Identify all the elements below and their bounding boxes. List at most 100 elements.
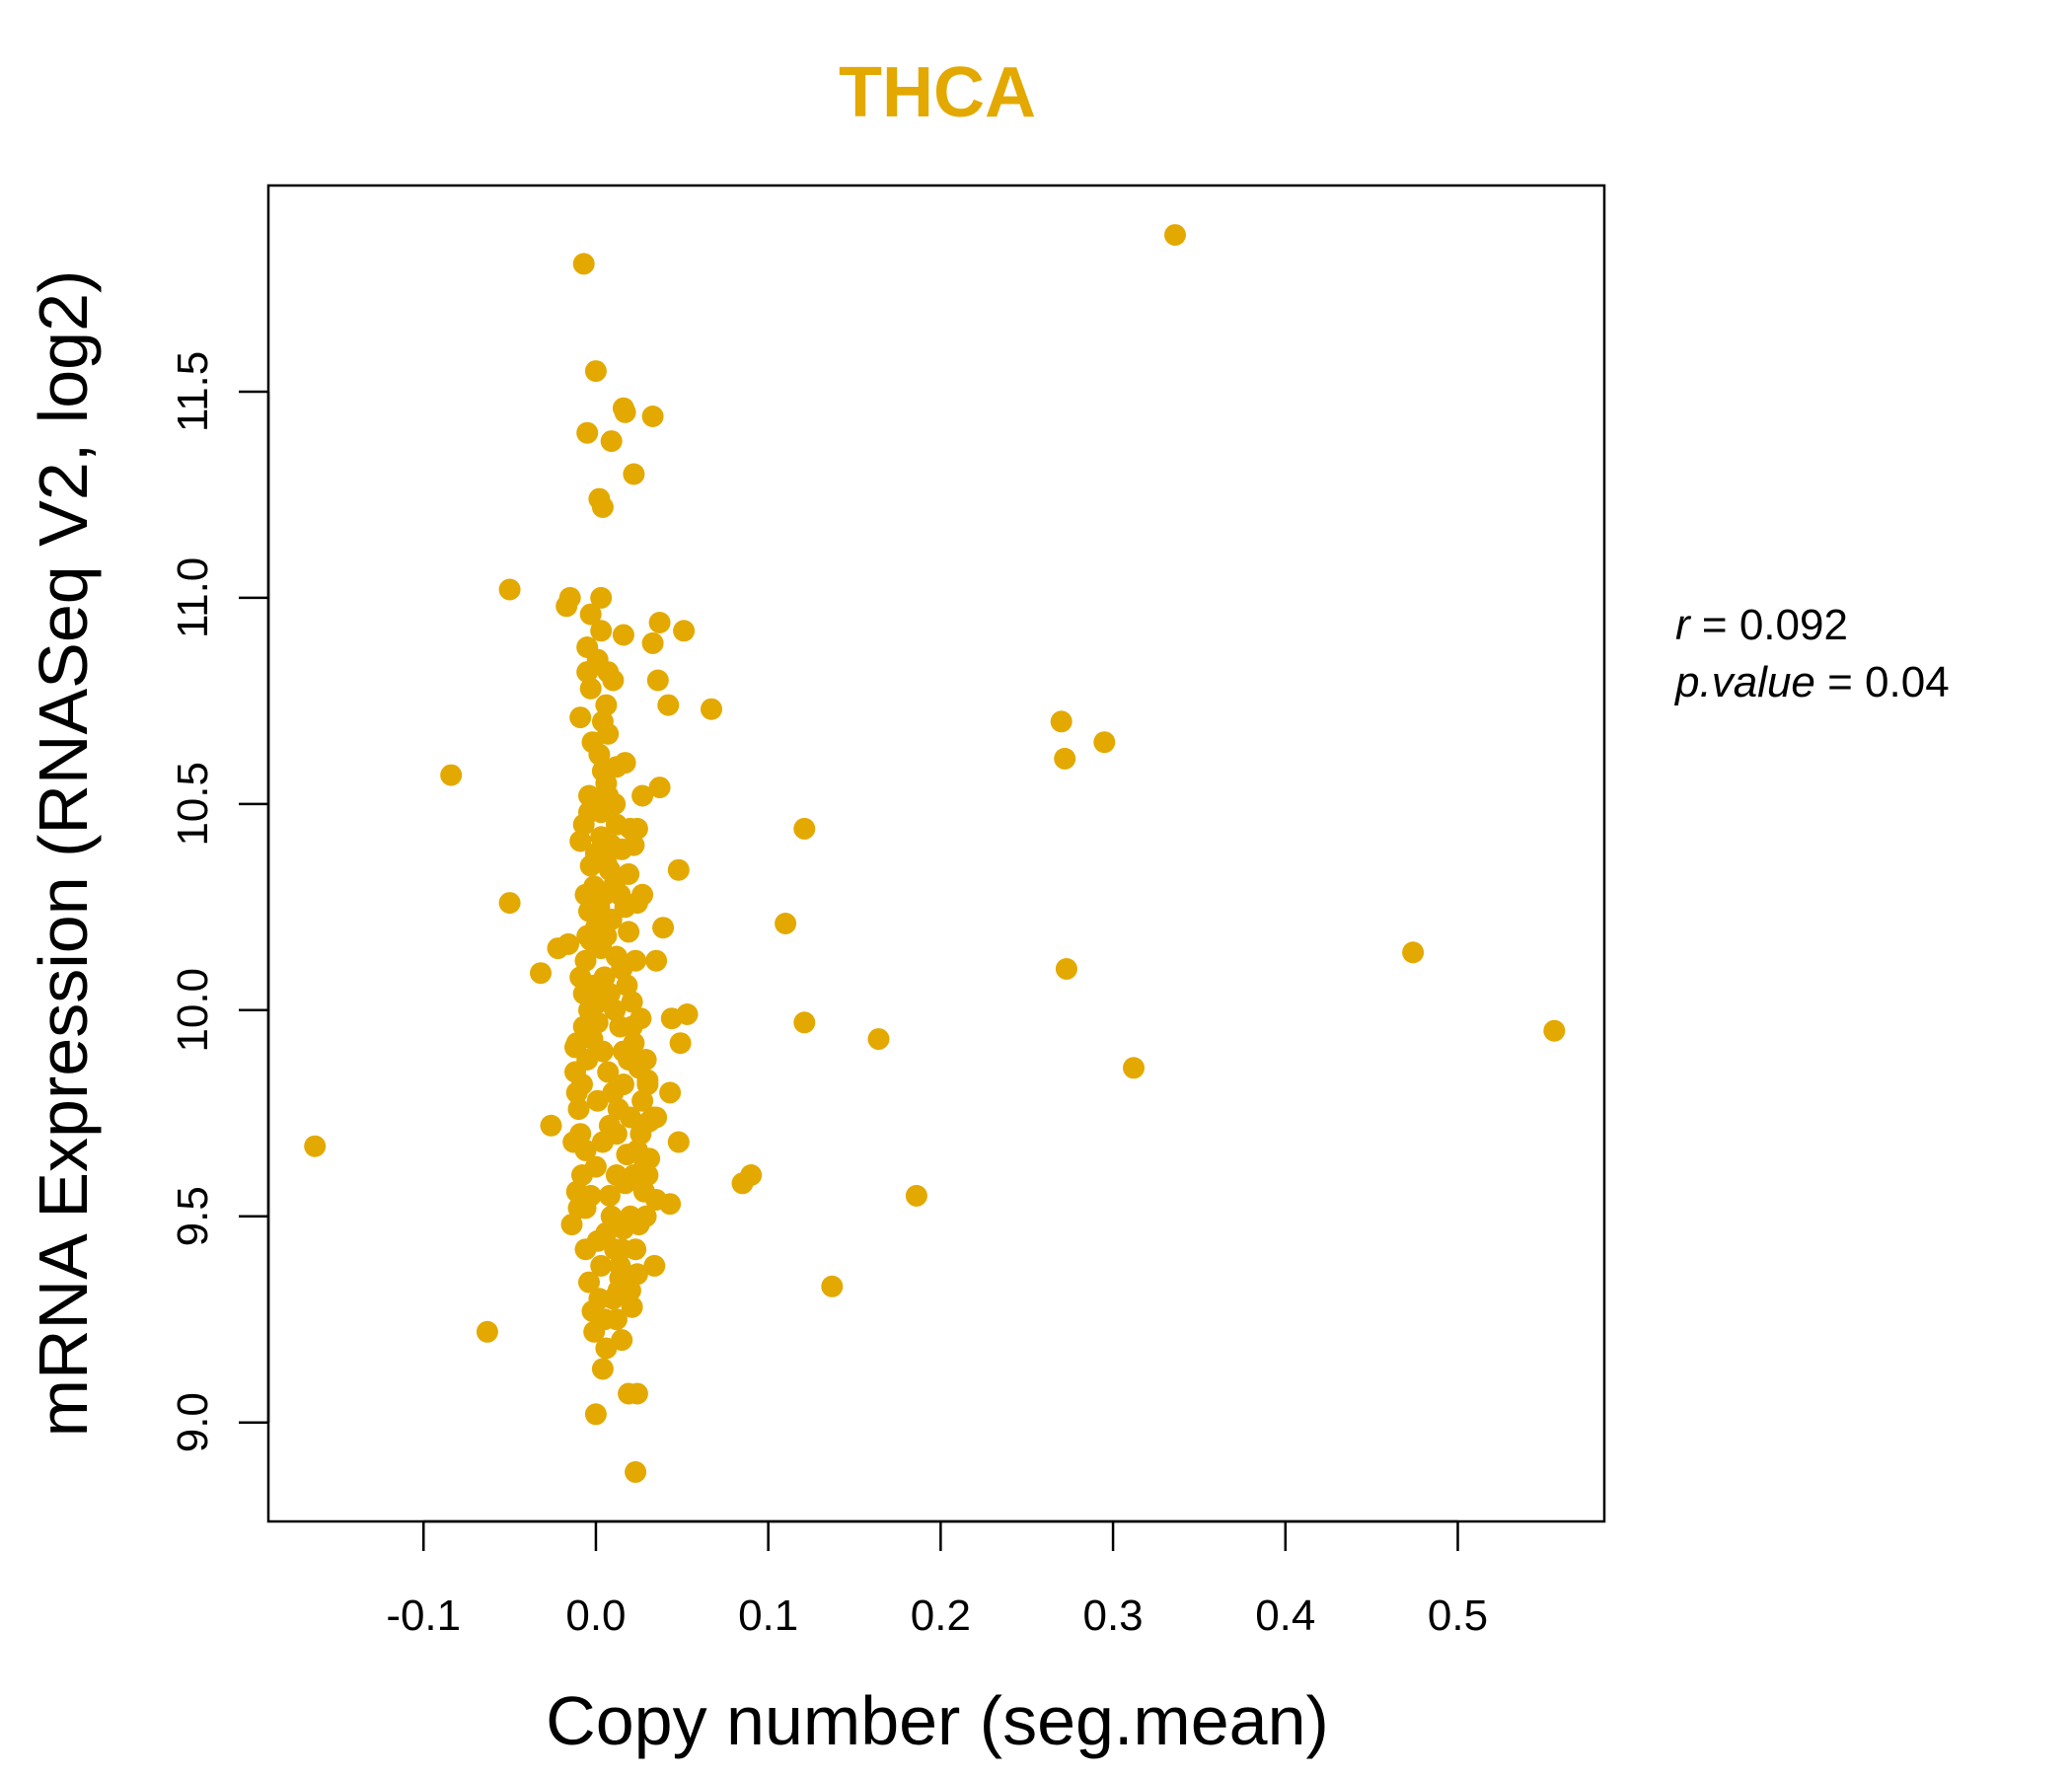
x-tick-label: 0.2 — [911, 1591, 971, 1640]
data-point — [602, 1288, 625, 1310]
svg-text:p.value = 0.04: p.value = 0.04 — [1673, 658, 1950, 706]
data-point — [595, 1337, 618, 1360]
data-point — [498, 892, 521, 915]
data-point — [659, 1193, 682, 1216]
data-point — [1543, 1019, 1566, 1042]
data-point — [584, 1155, 607, 1178]
data-point — [626, 1263, 648, 1286]
data-point — [1402, 941, 1425, 964]
data-point — [569, 706, 592, 729]
data-point — [558, 586, 581, 609]
data-point — [476, 1320, 498, 1343]
data-point — [634, 1205, 657, 1227]
y-tick-label: 11.5 — [169, 351, 217, 432]
data-point — [821, 1275, 844, 1297]
data-point — [614, 401, 636, 423]
data-point — [609, 1254, 631, 1277]
data-point — [638, 1147, 661, 1170]
data-point — [775, 913, 797, 934]
x-tick-label: 0.0 — [565, 1591, 626, 1640]
y-tick-label: 11.0 — [169, 557, 217, 638]
data-point — [793, 817, 816, 840]
data-point — [586, 1229, 609, 1252]
data-point — [579, 677, 602, 700]
data-point — [621, 991, 643, 1013]
y-axis: 9.0 9.5 10.0 10.5 11.0 11.5 — [169, 351, 270, 1452]
data-point — [634, 1049, 657, 1071]
data-point — [581, 731, 604, 754]
data-point — [595, 851, 618, 873]
data-point — [1093, 731, 1116, 754]
y-tick-label: 10.5 — [169, 762, 217, 847]
data-point — [304, 1135, 327, 1157]
x-tick-label: 0.1 — [738, 1591, 798, 1640]
data-point — [597, 661, 620, 684]
x-tick-label: 0.5 — [1428, 1591, 1488, 1640]
data-point — [574, 949, 597, 972]
data-point — [614, 1172, 636, 1195]
data-point — [600, 430, 623, 453]
data-point — [621, 1295, 643, 1318]
data-point — [625, 1460, 647, 1483]
data-point — [576, 421, 599, 444]
data-point — [619, 1280, 641, 1301]
data-point — [612, 1073, 634, 1095]
data-point — [626, 892, 648, 915]
data-point — [621, 1015, 643, 1038]
x-axis: -0.1 0.0 0.1 0.2 0.3 0.4 0.5 — [386, 1519, 1488, 1640]
data-point — [569, 830, 592, 852]
p-value-label: p.value — [1673, 658, 1815, 706]
data-point — [636, 1073, 659, 1095]
data-point — [612, 624, 634, 646]
data-point — [629, 1123, 652, 1146]
data-point — [646, 669, 669, 692]
data-point — [618, 862, 640, 885]
data-point — [667, 858, 690, 881]
data-point — [562, 1131, 585, 1153]
data-point — [701, 698, 722, 720]
data-point — [618, 921, 640, 943]
data-point — [576, 925, 599, 947]
data-point — [591, 1358, 614, 1380]
data-point — [440, 764, 463, 786]
data-point — [590, 1254, 613, 1277]
data-point — [631, 784, 654, 807]
data-point — [669, 1032, 692, 1055]
data-point — [567, 1098, 590, 1121]
data-point — [641, 1106, 664, 1129]
y-tick-label: 9.5 — [169, 1186, 217, 1246]
data-point — [619, 1106, 641, 1129]
data-point — [625, 1238, 647, 1261]
x-tick-label: 0.4 — [1255, 1591, 1315, 1640]
r-value: 0.092 — [1739, 601, 1848, 649]
plot-frame — [266, 184, 1606, 1523]
data-point — [557, 932, 579, 955]
data-point — [604, 792, 627, 815]
data-point — [619, 817, 641, 840]
data-point — [676, 1003, 699, 1025]
data-point — [648, 777, 671, 799]
data-point — [652, 917, 675, 939]
data-point — [574, 1197, 597, 1220]
data-point — [597, 1061, 620, 1083]
data-point — [560, 1214, 583, 1236]
data-point — [574, 883, 597, 906]
data-point — [572, 1015, 595, 1038]
r-equals: = — [1702, 601, 1739, 649]
data-point — [612, 1040, 634, 1063]
correlation-annotation: r = 0.092 p.value = 0.04 — [1673, 601, 1950, 706]
data-point — [1054, 747, 1076, 770]
data-point — [659, 1081, 682, 1104]
data-point — [578, 1271, 600, 1294]
data-point — [540, 1114, 562, 1137]
data-point — [648, 612, 671, 633]
y-tick-label: 9.0 — [169, 1392, 217, 1452]
data-point — [578, 900, 600, 923]
data-point — [579, 603, 602, 626]
data-point — [667, 1131, 690, 1153]
data-point — [586, 1089, 609, 1112]
data-point — [590, 620, 613, 642]
data-point — [623, 463, 645, 485]
data-point — [626, 1382, 648, 1405]
data-point — [572, 253, 595, 275]
